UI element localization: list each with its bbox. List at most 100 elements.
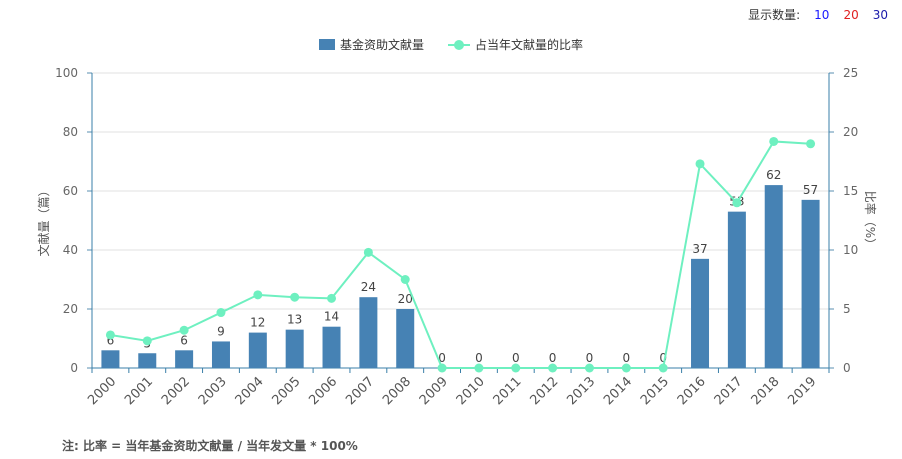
bar-data-label: 14 [324, 310, 339, 324]
ratio-line [110, 140, 811, 369]
bar-data-label: 20 [398, 292, 413, 306]
x-tick-label: 2019 [785, 374, 819, 408]
x-tick-label: 2006 [306, 374, 340, 408]
x-tick-label: 2012 [527, 374, 561, 408]
bar [138, 353, 157, 368]
ratio-point [474, 363, 484, 373]
display-count-selector: 显示数量: 10 20 30 [748, 6, 888, 23]
bar-data-label: 0 [586, 351, 594, 365]
ratio-point [584, 363, 594, 373]
display-count-option-20[interactable]: 20 [843, 7, 859, 22]
ratio-point [105, 330, 115, 340]
y-left-axis-title: 文献量（篇） [36, 184, 51, 256]
bar-data-label: 0 [438, 351, 446, 365]
ratio-point [363, 247, 373, 257]
bar [248, 332, 267, 368]
legend-label-funded-count: 基金资助文献量 [339, 38, 424, 52]
x-tick-label: 2013 [564, 374, 598, 408]
bar-data-label: 13 [287, 313, 302, 327]
x-tick-label: 2017 [712, 374, 746, 408]
bar [396, 309, 415, 368]
x-tick-label: 2001 [122, 374, 156, 408]
legend-label-ratio: 占当年文献量的比率 [475, 38, 584, 52]
x-tick-label: 2015 [638, 374, 672, 408]
bar [322, 326, 341, 368]
ratio-point [216, 308, 226, 318]
bar-data-label: 0 [549, 351, 557, 365]
y-left-tick-label: 20 [63, 302, 78, 316]
ratio-point [806, 139, 816, 149]
ratio-point [253, 290, 263, 300]
bar-data-label: 12 [250, 316, 265, 330]
x-tick-label: 2010 [454, 374, 488, 408]
bar-data-label: 6 [180, 333, 188, 347]
x-tick-label: 2016 [675, 374, 709, 408]
bar-data-label: 57 [803, 183, 818, 197]
ratio-point [142, 336, 152, 346]
display-count-option-10[interactable]: 10 [814, 7, 830, 22]
bar [801, 199, 820, 368]
legend-item-ratio[interactable]: 占当年文献量的比率 [448, 36, 583, 53]
bar [691, 258, 710, 368]
bar [359, 297, 378, 368]
bar-data-label: 24 [361, 280, 376, 294]
x-tick-label: 2008 [380, 374, 414, 408]
bar [211, 341, 230, 368]
x-tick-label: 2014 [601, 374, 635, 408]
ratio-point [290, 292, 300, 302]
y-left-tick-label: 100 [55, 66, 78, 80]
x-tick-label: 2018 [749, 374, 783, 408]
ratio-point [327, 293, 337, 303]
bar-data-label: 0 [512, 351, 520, 365]
y-right-tick-label: 10 [843, 243, 858, 257]
ratio-point [511, 363, 521, 373]
x-tick-label: 2005 [269, 374, 303, 408]
ratio-point [437, 363, 447, 373]
y-right-tick-label: 20 [843, 125, 858, 139]
display-count-label: 显示数量: [748, 8, 801, 22]
ratio-point [621, 363, 631, 373]
x-tick-label: 2009 [417, 374, 451, 408]
display-count-option-30[interactable]: 30 [872, 7, 888, 22]
bar-data-label: 62 [766, 168, 781, 182]
ratio-point [732, 198, 742, 208]
bar-data-label: 6 [107, 333, 115, 347]
y-right-tick-label: 15 [843, 184, 858, 198]
bar-data-label: 0 [623, 351, 631, 365]
ratio-point [695, 159, 705, 169]
y-right-axis-title: 比率（%） [863, 191, 878, 250]
ratio-point [769, 136, 779, 146]
bar [175, 350, 194, 368]
legend-item-funded-count[interactable]: 基金资助文献量 [318, 36, 424, 53]
bar [727, 211, 746, 368]
bar-data-label: 37 [692, 242, 707, 256]
x-tick-label: 2000 [85, 374, 119, 408]
y-right-tick-label: 0 [843, 361, 851, 375]
ratio-point [179, 325, 189, 335]
ratio-point [548, 363, 558, 373]
bar [764, 185, 783, 368]
ratio-point [400, 275, 410, 284]
bar-data-label: 9 [217, 324, 225, 338]
x-tick-label: 2007 [343, 374, 377, 408]
x-tick-label: 2003 [196, 374, 230, 408]
y-right-tick-label: 5 [843, 302, 851, 316]
y-left-tick-label: 60 [63, 184, 78, 198]
ratio-point [658, 363, 668, 373]
legend-bar-swatch [318, 39, 335, 50]
bar-data-label: 0 [659, 351, 667, 365]
bar-data-label: 0 [475, 351, 483, 365]
x-tick-label: 2004 [233, 374, 267, 408]
chart-legend: 基金资助文献量 占当年文献量的比率 [0, 36, 902, 53]
bar [101, 350, 120, 368]
y-left-tick-label: 80 [63, 125, 78, 139]
bar [285, 329, 304, 368]
y-right-tick-label: 25 [843, 66, 858, 80]
legend-line-swatch [448, 39, 470, 51]
footnote: 注: 比率 = 当年基金资助文献量 / 当年发文量 * 100% [62, 439, 358, 453]
x-tick-label: 2002 [159, 374, 193, 408]
y-left-tick-label: 40 [63, 243, 78, 257]
y-left-tick-label: 0 [70, 361, 78, 375]
x-tick-label: 2011 [491, 374, 525, 408]
